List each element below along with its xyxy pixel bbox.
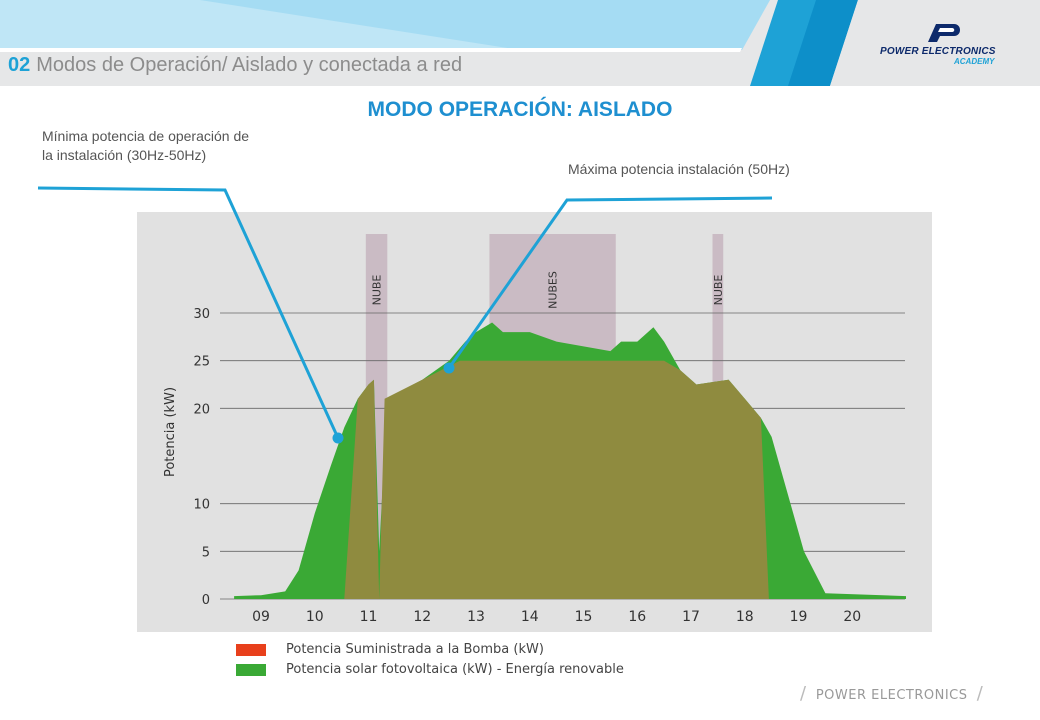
annotation-max-leader <box>447 196 773 369</box>
x-tick-label: 13 <box>467 609 485 625</box>
header-banner <box>0 0 1040 86</box>
legend-swatch-supplied <box>236 644 266 656</box>
series-supplied-area <box>344 360 769 599</box>
logo-mark-icon <box>928 24 960 42</box>
x-tick-label: 11 <box>360 609 378 625</box>
annotation-max-power: Máxima potencia instalación (50Hz) <box>568 161 790 177</box>
logo-subtitle: ACADEMY <box>954 57 995 66</box>
cloud-label: NUBES <box>547 271 560 309</box>
section-number: 02 <box>8 54 31 76</box>
legend-swatch-solar <box>236 664 266 676</box>
x-tick-label: 10 <box>306 609 324 625</box>
annotation-min-power: Mínima potencia de operación de la insta… <box>42 128 250 163</box>
x-tick-label: 14 <box>521 609 539 625</box>
x-tick-label: 12 <box>413 609 431 625</box>
x-tick-label: 15 <box>575 609 593 625</box>
annotation-min-leader <box>37 186 340 439</box>
y-tick-label: 5 <box>202 545 210 560</box>
x-tick-label: 16 <box>628 609 646 625</box>
power-electronics-logo: POWER ELECTRONICS ACADEMY <box>876 20 1016 70</box>
y-tick-label: 20 <box>193 402 210 417</box>
y-tick-label: 30 <box>193 307 210 322</box>
x-tick-label: 17 <box>682 609 700 625</box>
y-tick-label: 25 <box>193 355 210 370</box>
section-title: Modos de Operación/ Aislado y conectada … <box>36 54 463 76</box>
x-tick-label: 20 <box>843 609 861 625</box>
legend-label-supplied: Potencia Suministrada a la Bomba (kW) <box>286 642 544 657</box>
cloud-label: NUBE <box>371 275 384 306</box>
y-tick-label: 10 <box>193 498 210 513</box>
x-tick-label: 19 <box>790 609 808 625</box>
x-tick-label: 09 <box>252 609 270 625</box>
page-title: MODO OPERACIÓN: AISLADO <box>367 98 673 121</box>
footer-text: POWER ELECTRONICS <box>815 688 968 703</box>
footer-brand: / POWER ELECTRONICS / <box>800 683 984 704</box>
y-tick-label: 0 <box>202 593 210 608</box>
y-axis-label: Potencia (kW) <box>163 387 178 477</box>
logo-wordmark: POWER ELECTRONICS <box>880 46 996 57</box>
legend-label-solar: Potencia solar fotovoltaica (kW) - Energ… <box>286 662 624 677</box>
x-tick-label: 18 <box>736 609 754 625</box>
annotation-max-dot <box>443 362 455 374</box>
annotation-min-dot <box>332 432 344 444</box>
cloud-label: NUBE <box>712 275 725 306</box>
section-heading: 02 Modos de Operación/ Aislado y conectad… <box>8 54 462 77</box>
